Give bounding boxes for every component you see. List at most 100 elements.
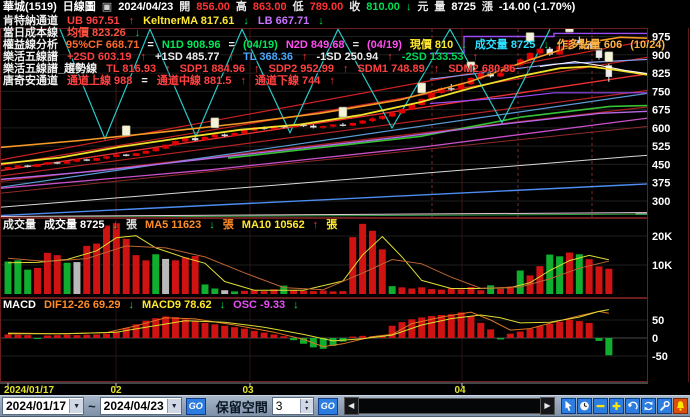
chart-toolbar — [561, 398, 688, 414]
text-segment: 肯特納通道 — [3, 15, 58, 27]
text-segment: ↑ — [524, 63, 530, 75]
svg-text:900: 900 — [652, 50, 670, 62]
indicator-row-keltner: 肯特納通道 UB 967.51 ↑ KeltnerMA 817.61 ↓ LB 667.7… — [3, 15, 324, 27]
scroll-right-icon[interactable]: ▶ — [540, 397, 555, 415]
svg-text:-50: -50 — [652, 351, 668, 363]
sky-line — [0, 92, 649, 188]
text-segment: ↓ — [318, 15, 324, 27]
tools-icon[interactable] — [657, 398, 672, 414]
volume-header: 成交量 成交量 8725 ↓ 張 MA5 11623 ↓ 張 MA10 10562 ↑ 張 — [3, 219, 337, 231]
go-button[interactable]: GO — [185, 397, 206, 415]
text-segment: 通道中線 881.5 — [156, 75, 232, 87]
text-segment: N2D 849.68 — [285, 39, 345, 51]
text-segment: 量 — [434, 1, 446, 13]
text-segment: 作多點量 606 — [556, 39, 623, 51]
alert-bell-icon[interactable] — [673, 398, 688, 414]
main-price-chart[interactable]: 975 900 825 750 675 600 525 450 375 300 — [0, 28, 690, 218]
text-segment: (04/19) — [242, 39, 278, 51]
text-segment: ↑ — [254, 63, 260, 75]
spin-up-icon[interactable]: ▲ — [300, 399, 313, 406]
text-segment: = — [352, 39, 359, 51]
clock-icon[interactable] — [577, 398, 592, 414]
text-segment: MACD — [3, 299, 36, 311]
text-segment: 低 — [292, 1, 304, 13]
zoom-out-icon[interactable] — [593, 398, 608, 414]
scrollbar-track[interactable] — [358, 398, 540, 414]
text-segment: UB 967.51 — [67, 15, 120, 27]
text-segment: 810.00 — [366, 1, 400, 13]
date-to-select[interactable]: 2024/04/23 ▼ — [99, 397, 182, 415]
svg-text:03: 03 — [242, 385, 254, 395]
indicator-row-five-line: 樂活五線譜 +2SD 603.19 ↑ +1SD 485.77 ↑ TL 368.36 ↑ -… — [3, 51, 478, 63]
date-to-value: 2024/04/23 — [103, 399, 164, 413]
spin-down-icon[interactable]: ▼ — [300, 406, 313, 413]
text-segment: 成交量 8725 — [474, 39, 536, 51]
text-segment: SDM2 680.86 — [448, 63, 516, 75]
keltner-ma-line — [0, 65, 649, 165]
horizontal-scrollbar[interactable]: ◀ ▶ — [343, 397, 555, 415]
svg-text:2024/01/17: 2024/01/17 — [4, 385, 54, 395]
refresh-icon[interactable] — [641, 398, 656, 414]
text-segment: ↓ — [405, 1, 412, 13]
date-from-select[interactable]: 2024/01/17 ▼ — [2, 397, 85, 415]
svg-text:50: 50 — [652, 315, 664, 327]
text-segment: +1SD 485.77 — [155, 51, 220, 63]
text-segment: ↓ — [112, 219, 119, 231]
text-segment: 張 — [326, 219, 338, 231]
go-button-2[interactable]: GO — [317, 397, 338, 415]
text-segment: SDP1 884.96 — [179, 63, 246, 75]
text-segment: 成交量 8725 — [44, 219, 105, 231]
text-segment: ↓ — [128, 299, 134, 311]
text-segment: 當日成本線 — [3, 27, 58, 39]
text-segment: 張 — [222, 219, 234, 231]
text-segment: ↓ — [219, 299, 226, 311]
text-segment: ↑ — [387, 51, 393, 63]
volume-chart[interactable]: 20K 10K — [0, 218, 690, 298]
sdp1-line — [0, 56, 649, 166]
text-segment: ↓ — [209, 219, 215, 231]
chevron-down-icon[interactable]: ▼ — [166, 399, 181, 413]
text-segment: +2SD 603.19 — [67, 51, 132, 63]
text-segment: 收 — [349, 1, 361, 13]
text-segment: 唐奇安通道 — [3, 75, 58, 87]
chevron-down-icon[interactable]: ▼ — [69, 399, 84, 413]
text-segment: ↑ — [433, 63, 440, 75]
text-segment: ↓ — [461, 39, 467, 51]
magenta-line — [0, 117, 649, 189]
text-segment: 通道上線 988 — [67, 75, 133, 87]
text-segment: ↑ — [140, 51, 147, 63]
cursor-icon[interactable] — [561, 398, 576, 414]
undo-icon[interactable] — [625, 398, 640, 414]
svg-text:04: 04 — [454, 385, 466, 395]
text-segment: TL 368.36 — [243, 51, 294, 63]
text-segment: 95%CF 668.71 — [66, 39, 140, 51]
tl-old-line — [0, 183, 649, 217]
text-segment: SDM1 748.89 — [357, 63, 425, 75]
text-segment: 2024/04/23 — [118, 1, 174, 13]
svg-text:10K: 10K — [652, 260, 672, 272]
zoom-in-icon[interactable] — [609, 398, 624, 414]
minus1sd-line — [0, 212, 649, 217]
text-segment: -14.00 (-1.70%) — [498, 1, 576, 13]
date-axis: 2024/01/17 02 03 04 — [0, 382, 648, 395]
keltner-ub-line — [0, 36, 649, 149]
text-segment: = — [147, 39, 154, 51]
macd-chart[interactable]: 50 0 -50 — [0, 298, 690, 382]
text-segment: MA5 11623 — [145, 219, 202, 231]
text-segment: 漲 — [481, 1, 493, 13]
svg-text:375: 375 — [652, 178, 670, 190]
svg-text:600: 600 — [652, 123, 670, 135]
reserve-space-value: 3 — [275, 399, 283, 413]
text-segment: TL 816.93 — [106, 63, 157, 75]
panel-border — [688, 28, 689, 382]
scroll-left-icon[interactable]: ◀ — [343, 397, 359, 415]
text-segment: ↑ — [329, 75, 335, 87]
sdp2-line — [0, 40, 649, 161]
text-segment: ↑ — [312, 219, 319, 231]
reserve-space-input[interactable]: 3 ▲ ▼ — [271, 397, 314, 415]
text-segment: DIF12-26 69.29 — [44, 299, 121, 311]
indicator-row-cost: 當日成本線 均價 823.26 ↓ — [3, 27, 140, 39]
text-segment: 開 — [179, 1, 191, 13]
text-segment: 789.00 — [309, 1, 344, 13]
